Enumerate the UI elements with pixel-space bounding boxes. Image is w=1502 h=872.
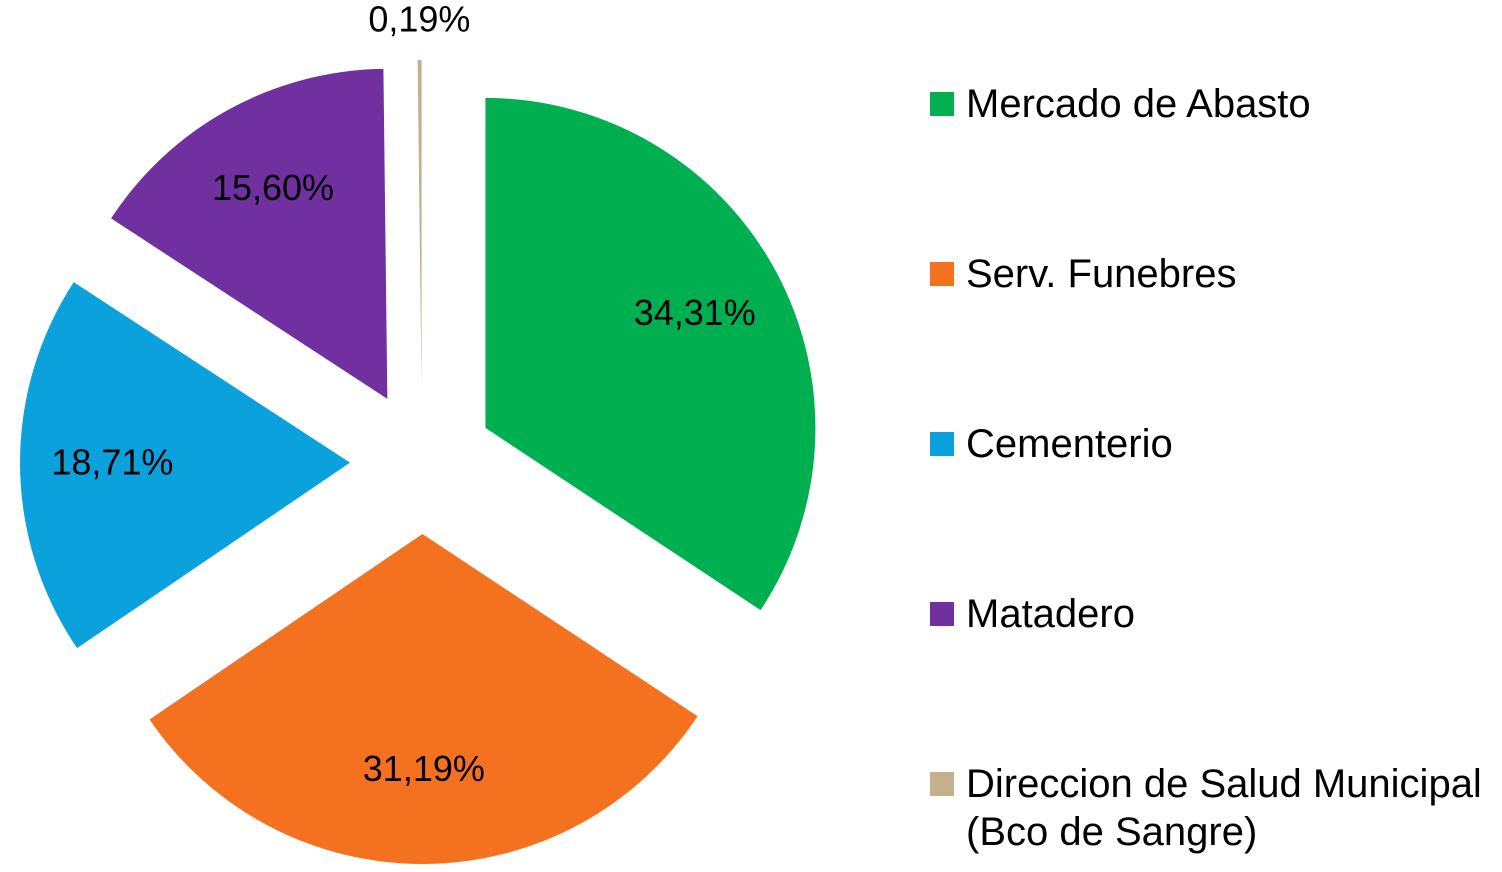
data-label: 31,19%	[363, 748, 485, 789]
chart: 34,31% 31,19% 18,71% 15,60% 0,19%	[20, 0, 816, 864]
legend-entry: Direccion de Salud Municipal (Bco de San…	[930, 760, 1486, 856]
legend-entry: Cementerio	[930, 420, 1486, 468]
legend-swatch	[930, 92, 954, 116]
legend-swatch	[930, 772, 954, 796]
legend-entry: Mercado de Abasto	[930, 80, 1486, 128]
legend-swatch	[930, 602, 954, 626]
pie-slice	[20, 282, 351, 649]
data-label: 0,19%	[368, 0, 470, 40]
legend-swatch	[930, 432, 954, 456]
legend-label: Serv. Funebres	[966, 252, 1237, 296]
pie-slice	[485, 97, 816, 611]
legend-entry: Serv. Funebres	[930, 250, 1486, 298]
data-label: 34,31%	[634, 292, 756, 333]
pie-slice	[111, 68, 388, 399]
legend-label: Cementerio	[966, 422, 1173, 466]
legend-label: Direccion de Salud Municipal (Bco de San…	[966, 762, 1482, 854]
legend-swatch	[930, 262, 954, 286]
legend-entry: Matadero	[930, 590, 1486, 638]
data-label: 15,60%	[212, 167, 334, 208]
data-label: 18,71%	[51, 441, 173, 482]
legend-label: Matadero	[966, 592, 1135, 636]
pie-slice	[417, 60, 422, 391]
pie-slice	[149, 533, 698, 864]
legend-label: Mercado de Abasto	[966, 82, 1311, 126]
